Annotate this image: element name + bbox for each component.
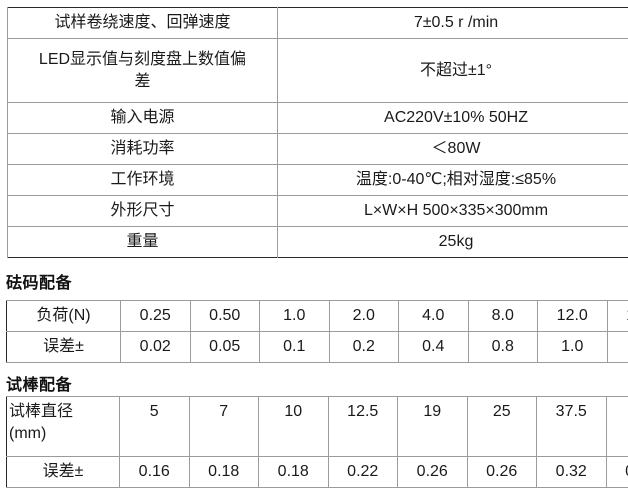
table-row: 输入电源 AC220V±10% 50HZ <box>7 102 628 134</box>
weights-error-cell: 1.0 <box>537 331 608 363</box>
weights-error-cell: 0.1 <box>259 331 330 363</box>
spec-value-cell: ＜80W <box>277 133 628 165</box>
spec-value-cell: 温度:0-40℃;相对湿度:≤85% <box>277 164 628 196</box>
weights-section-caption: 砝码配备 <box>6 275 73 292</box>
spec-label-cell: 消耗功率 <box>7 133 278 165</box>
rods-diameter-cell: 25 <box>466 396 537 457</box>
rods-diameter-cell: 50 <box>605 396 628 457</box>
weights-error-cell: 0.02 <box>120 331 191 363</box>
table-row: 误差± 0.020.050.10.20.40.81.01.0 <box>6 331 628 363</box>
table-row: 负荷(N) 0.250.501.02.04.08.012.015.0 <box>6 300 628 332</box>
spec-value-cell: 25kg <box>277 226 628 258</box>
spec-value-cell: 不超过±1° <box>277 38 628 103</box>
weights-error-cell: 0.2 <box>328 331 399 363</box>
spec-value-cell: 7±0.5 r /min <box>277 7 628 39</box>
rods-section-caption: 试棒配备 <box>6 377 73 394</box>
rods-error-cell: 0.22 <box>327 456 398 488</box>
weights-load-cell: 1.0 <box>259 300 330 332</box>
spec-label-cell: 试样卷绕速度、回弹速度 <box>7 7 278 39</box>
spec-label-cell: 重量 <box>7 226 278 258</box>
rods-diameter-cell: 10 <box>258 396 329 457</box>
rods-error-cell: 0.26 <box>397 456 468 488</box>
weights-load-cell: 8.0 <box>467 300 538 332</box>
rods-error-cell: 0.16 <box>119 456 190 488</box>
weights-load-cell: 0.25 <box>120 300 191 332</box>
specification-table-body: 试样卷绕速度、回弹速度 7±0.5 r /min LED显示值与刻度盘上数值偏差 不超… <box>7 7 628 258</box>
table-row: 消耗功率 ＜80W <box>7 133 628 165</box>
specification-table: 试样卷绕速度、回弹速度 7±0.5 r /min LED显示值与刻度盘上数值偏差 不超… <box>7 7 628 258</box>
table-row: 外形尺寸 L×W×H 500×335×300mm <box>7 195 628 227</box>
table-row: 误差± 0.160.180.180.220.260.260.320.32 <box>6 456 628 488</box>
weights-table: 负荷(N) 0.250.501.02.04.08.012.015.0 误差± 0… <box>6 300 628 363</box>
rods-error-cell: 0.18 <box>258 456 329 488</box>
spec-value-cell: L×W×H 500×335×300mm <box>277 195 628 227</box>
rods-error-cell: 0.32 <box>605 456 628 488</box>
table-row: 试样卷绕速度、回弹速度 7±0.5 r /min <box>7 7 628 39</box>
rods-error-cell: 0.18 <box>188 456 259 488</box>
weights-load-cell: 4.0 <box>398 300 469 332</box>
table-row: LED显示值与刻度盘上数值偏差 不超过±1° <box>7 38 628 103</box>
weights-error-cell: 0.4 <box>398 331 469 363</box>
spec-label-cell: 工作环境 <box>7 164 278 196</box>
table-row: 工作环境 温度:0-40℃;相对湿度:≤85% <box>7 164 628 196</box>
weights-error-cell: 0.05 <box>189 331 260 363</box>
weights-load-cell: 2.0 <box>328 300 399 332</box>
rods-diameter-cell: 37.5 <box>536 396 607 457</box>
rods-diameter-cell: 12.5 <box>327 396 398 457</box>
spec-label-cell: LED显示值与刻度盘上数值偏差 <box>7 38 278 103</box>
spec-label-cell: 外形尺寸 <box>7 195 278 227</box>
weights-table-body: 负荷(N) 0.250.501.02.04.08.012.015.0 误差± 0… <box>6 300 628 363</box>
weights-load-cell: 0.50 <box>189 300 260 332</box>
rods-diameter-cell: 5 <box>119 396 190 457</box>
weights-error-cell: 0.8 <box>467 331 538 363</box>
rods-diameter-header: 试棒直径 (mm) <box>6 396 120 457</box>
weights-error-header: 误差± <box>6 331 121 363</box>
spec-label-cell: 输入电源 <box>7 102 278 134</box>
weights-error-cell: 1.0 <box>606 331 628 363</box>
rods-diameter-header-line2: (mm) <box>9 425 47 443</box>
rods-error-cell: 0.32 <box>536 456 607 488</box>
rods-error-header: 误差± <box>6 456 120 488</box>
weights-load-cell: 12.0 <box>537 300 608 332</box>
rods-diameter-header-line1: 试棒直径 <box>9 403 74 420</box>
spec-value-cell: AC220V±10% 50HZ <box>277 102 628 134</box>
weights-load-cell: 15.0 <box>606 300 628 332</box>
weights-load-header: 负荷(N) <box>6 300 121 332</box>
rods-diameter-cell: 7 <box>188 396 259 457</box>
rods-diameter-cell: 19 <box>397 396 468 457</box>
rods-error-cell: 0.26 <box>466 456 537 488</box>
table-row: 重量 25kg <box>7 226 628 258</box>
